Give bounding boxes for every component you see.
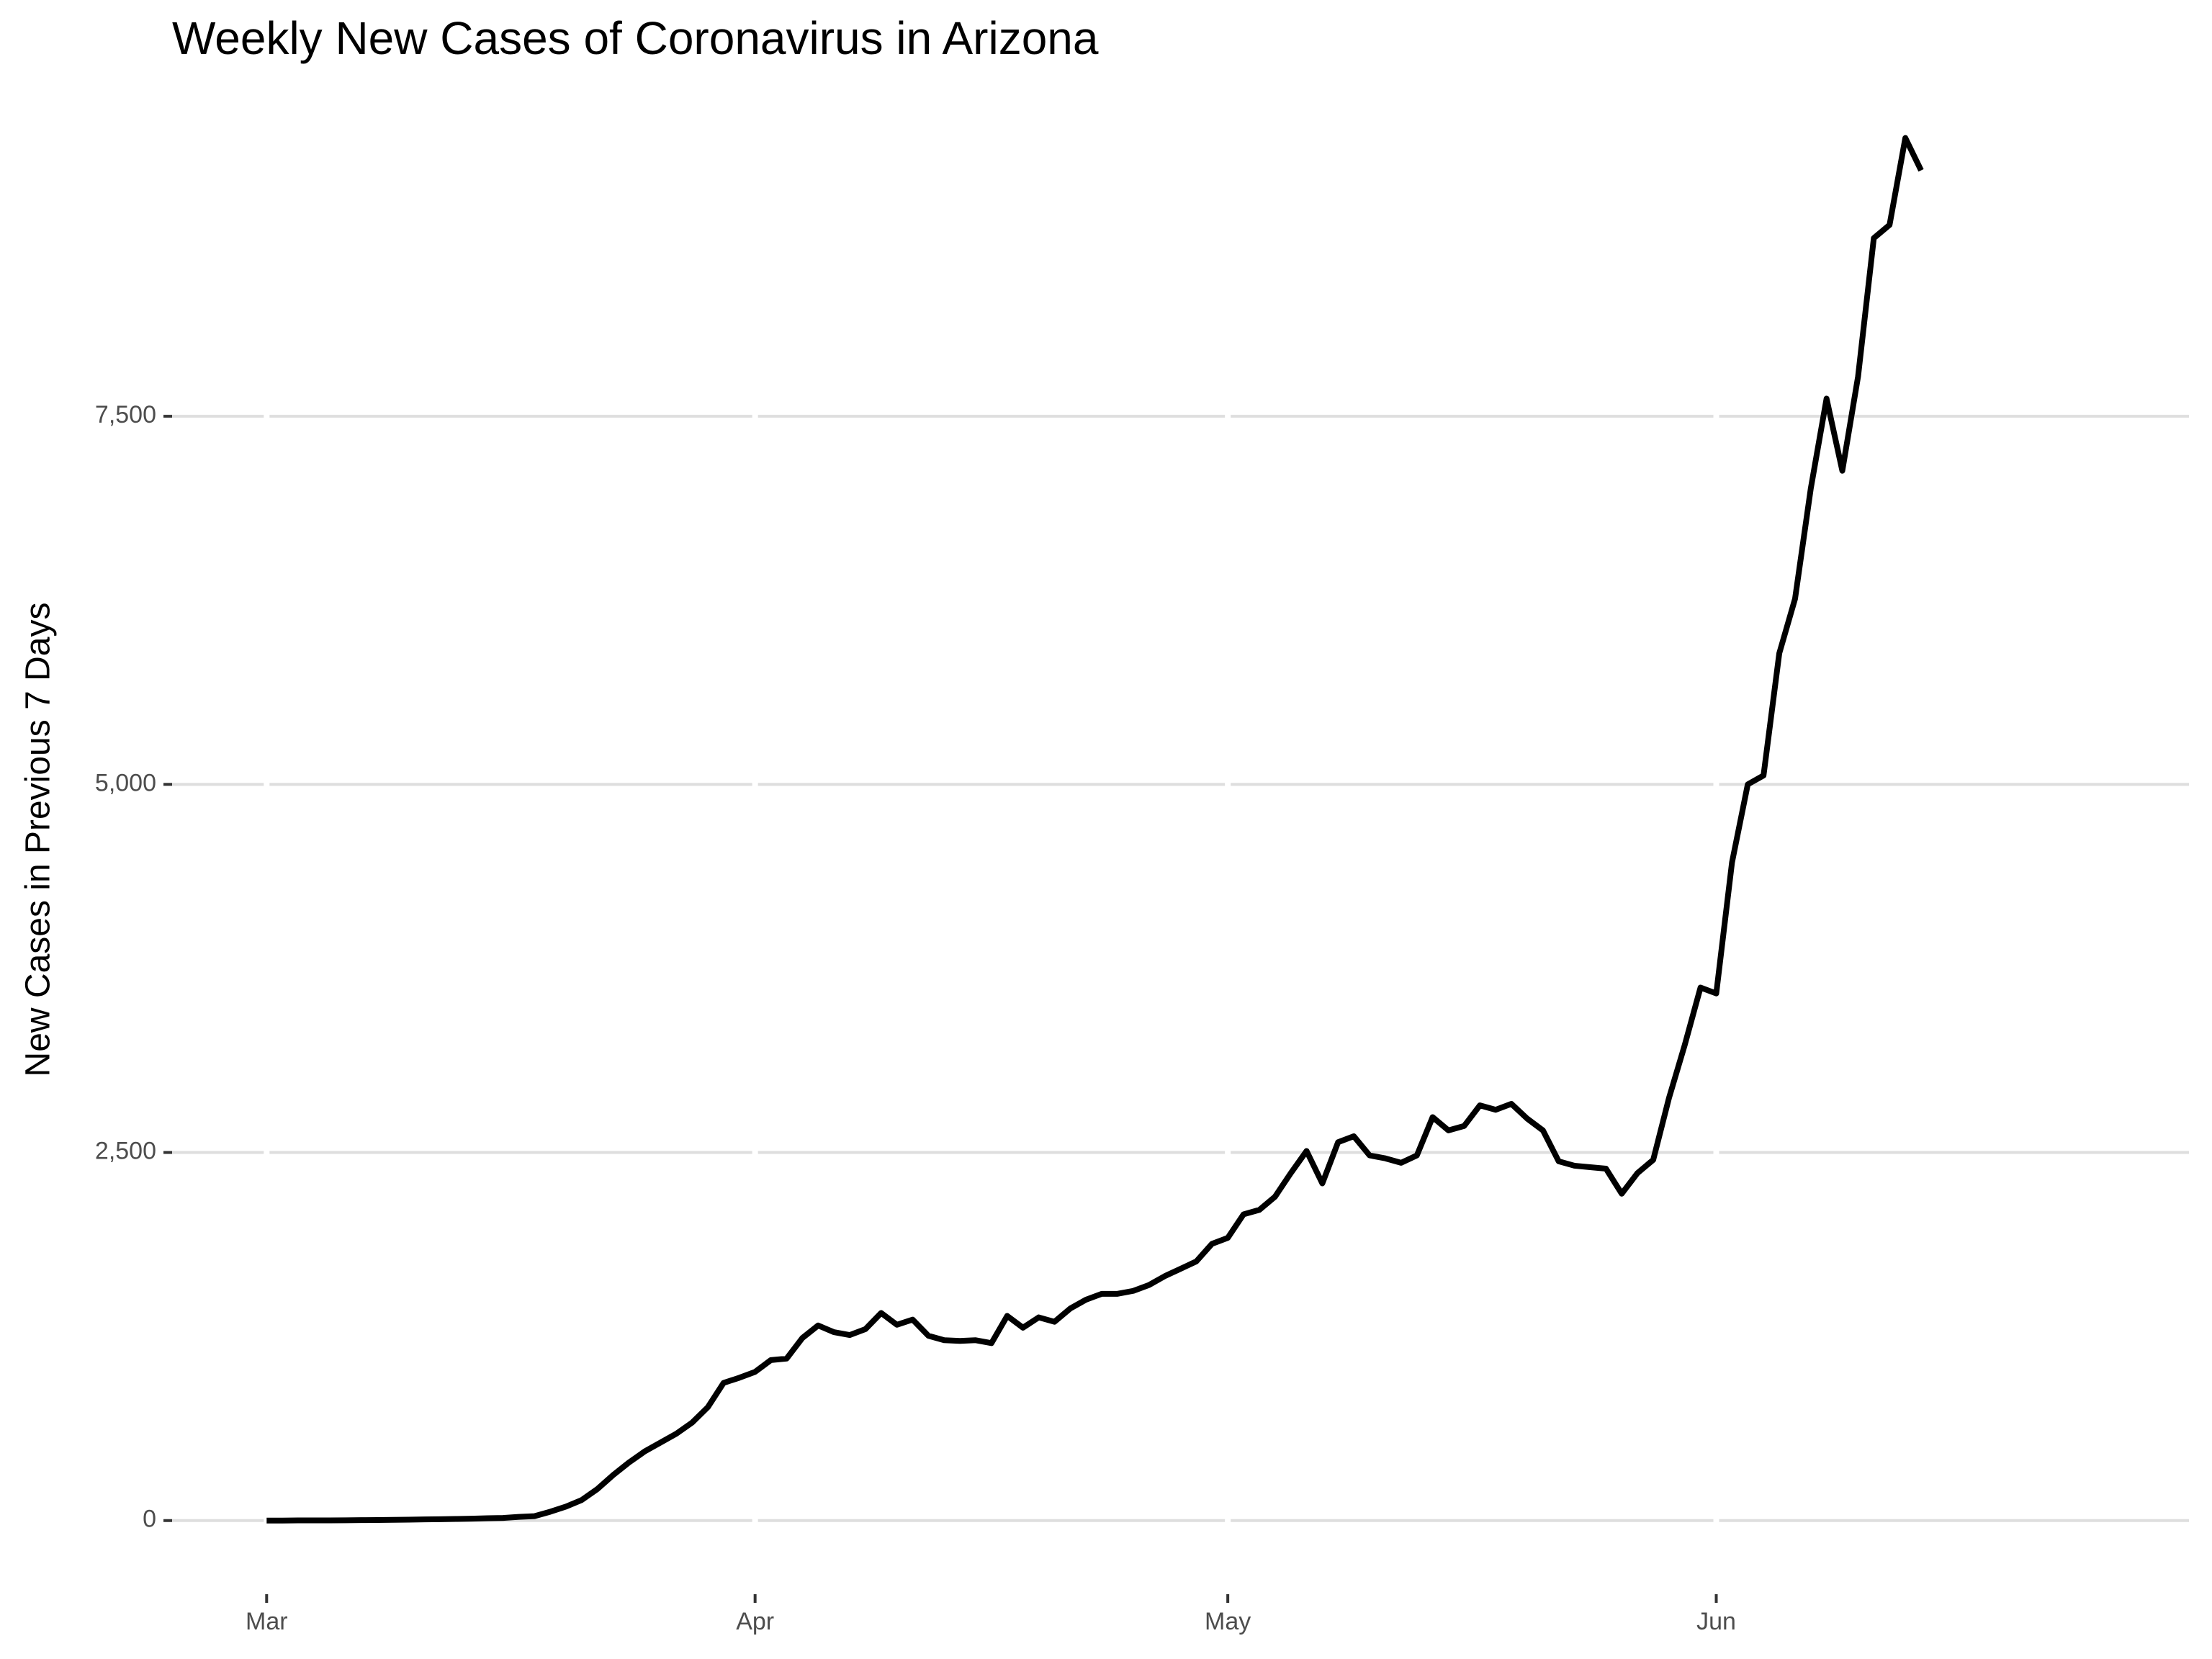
y-tick-label: 0 bbox=[143, 1506, 156, 1533]
y-tick-label: 7,500 bbox=[95, 401, 156, 428]
data-line bbox=[266, 135, 1924, 1524]
chart-title: Weekly New Cases of Coronavirus in Arizo… bbox=[172, 12, 1099, 64]
y-tick-label: 5,000 bbox=[95, 769, 156, 796]
y-tick-label: 2,500 bbox=[95, 1138, 156, 1165]
x-tick-label: Mar bbox=[246, 1608, 288, 1635]
x-tick-label: Apr bbox=[736, 1608, 774, 1635]
y-axis-label: New Cases in Previous 7 Days bbox=[19, 603, 58, 1077]
x-tick-label: May bbox=[1205, 1608, 1251, 1635]
x-tick-label: Jun bbox=[1696, 1608, 1736, 1635]
